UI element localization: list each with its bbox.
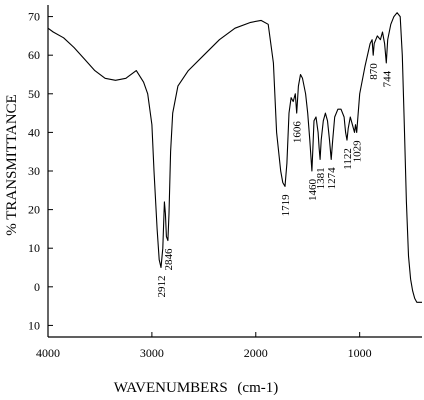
peak-label-744: 744 [381,70,393,87]
x-tick-label: 4000 [36,346,60,360]
peak-label-2846: 2846 [163,248,175,271]
peak-label-1274: 1274 [326,167,338,190]
x-axis-title: WAVENUMBERS (cm-1) [114,380,278,396]
x-axis-title-text: WAVENUMBERS (cm-1) [114,380,278,396]
peak-label-1122: 1122 [342,148,354,170]
y-axis-title: % TRANSMITTANCE [4,94,20,235]
chart-axes: 70 60 50 40 30 20 10 0 10 4000 3000 2000 1000 [28,5,422,360]
peak-label-1460: 1460 [307,179,319,202]
peak-label-1606: 1606 [292,121,304,144]
peak-label-1029: 1029 [352,140,364,163]
y-tick-label: 10 [28,241,40,255]
peak-label-2912: 2912 [156,276,168,298]
x-tick-label: 3000 [140,346,164,360]
x-tick-label: 1000 [348,346,372,360]
x-axis-title-unit: (cm-1) [237,380,278,396]
y-tick-label: 50 [28,87,40,101]
peak-label-1719: 1719 [280,194,292,217]
y-tick-label: 30 [28,164,40,178]
y-tick-label: 70 [28,10,40,24]
y-tick-label: 10 [28,318,40,332]
x-tick-label: 2000 [244,346,268,360]
spectrum-series-line [47,12,422,303]
y-tick-label: 20 [28,203,40,217]
y-tick-label: 40 [28,125,40,139]
x-axis-title-main: WAVENUMBERS [114,380,228,396]
peak-label-870: 870 [368,63,380,80]
y-tick-label: 60 [28,48,40,62]
peak-label-1381: 1381 [315,167,327,189]
y-tick-label: 0 [34,280,40,294]
